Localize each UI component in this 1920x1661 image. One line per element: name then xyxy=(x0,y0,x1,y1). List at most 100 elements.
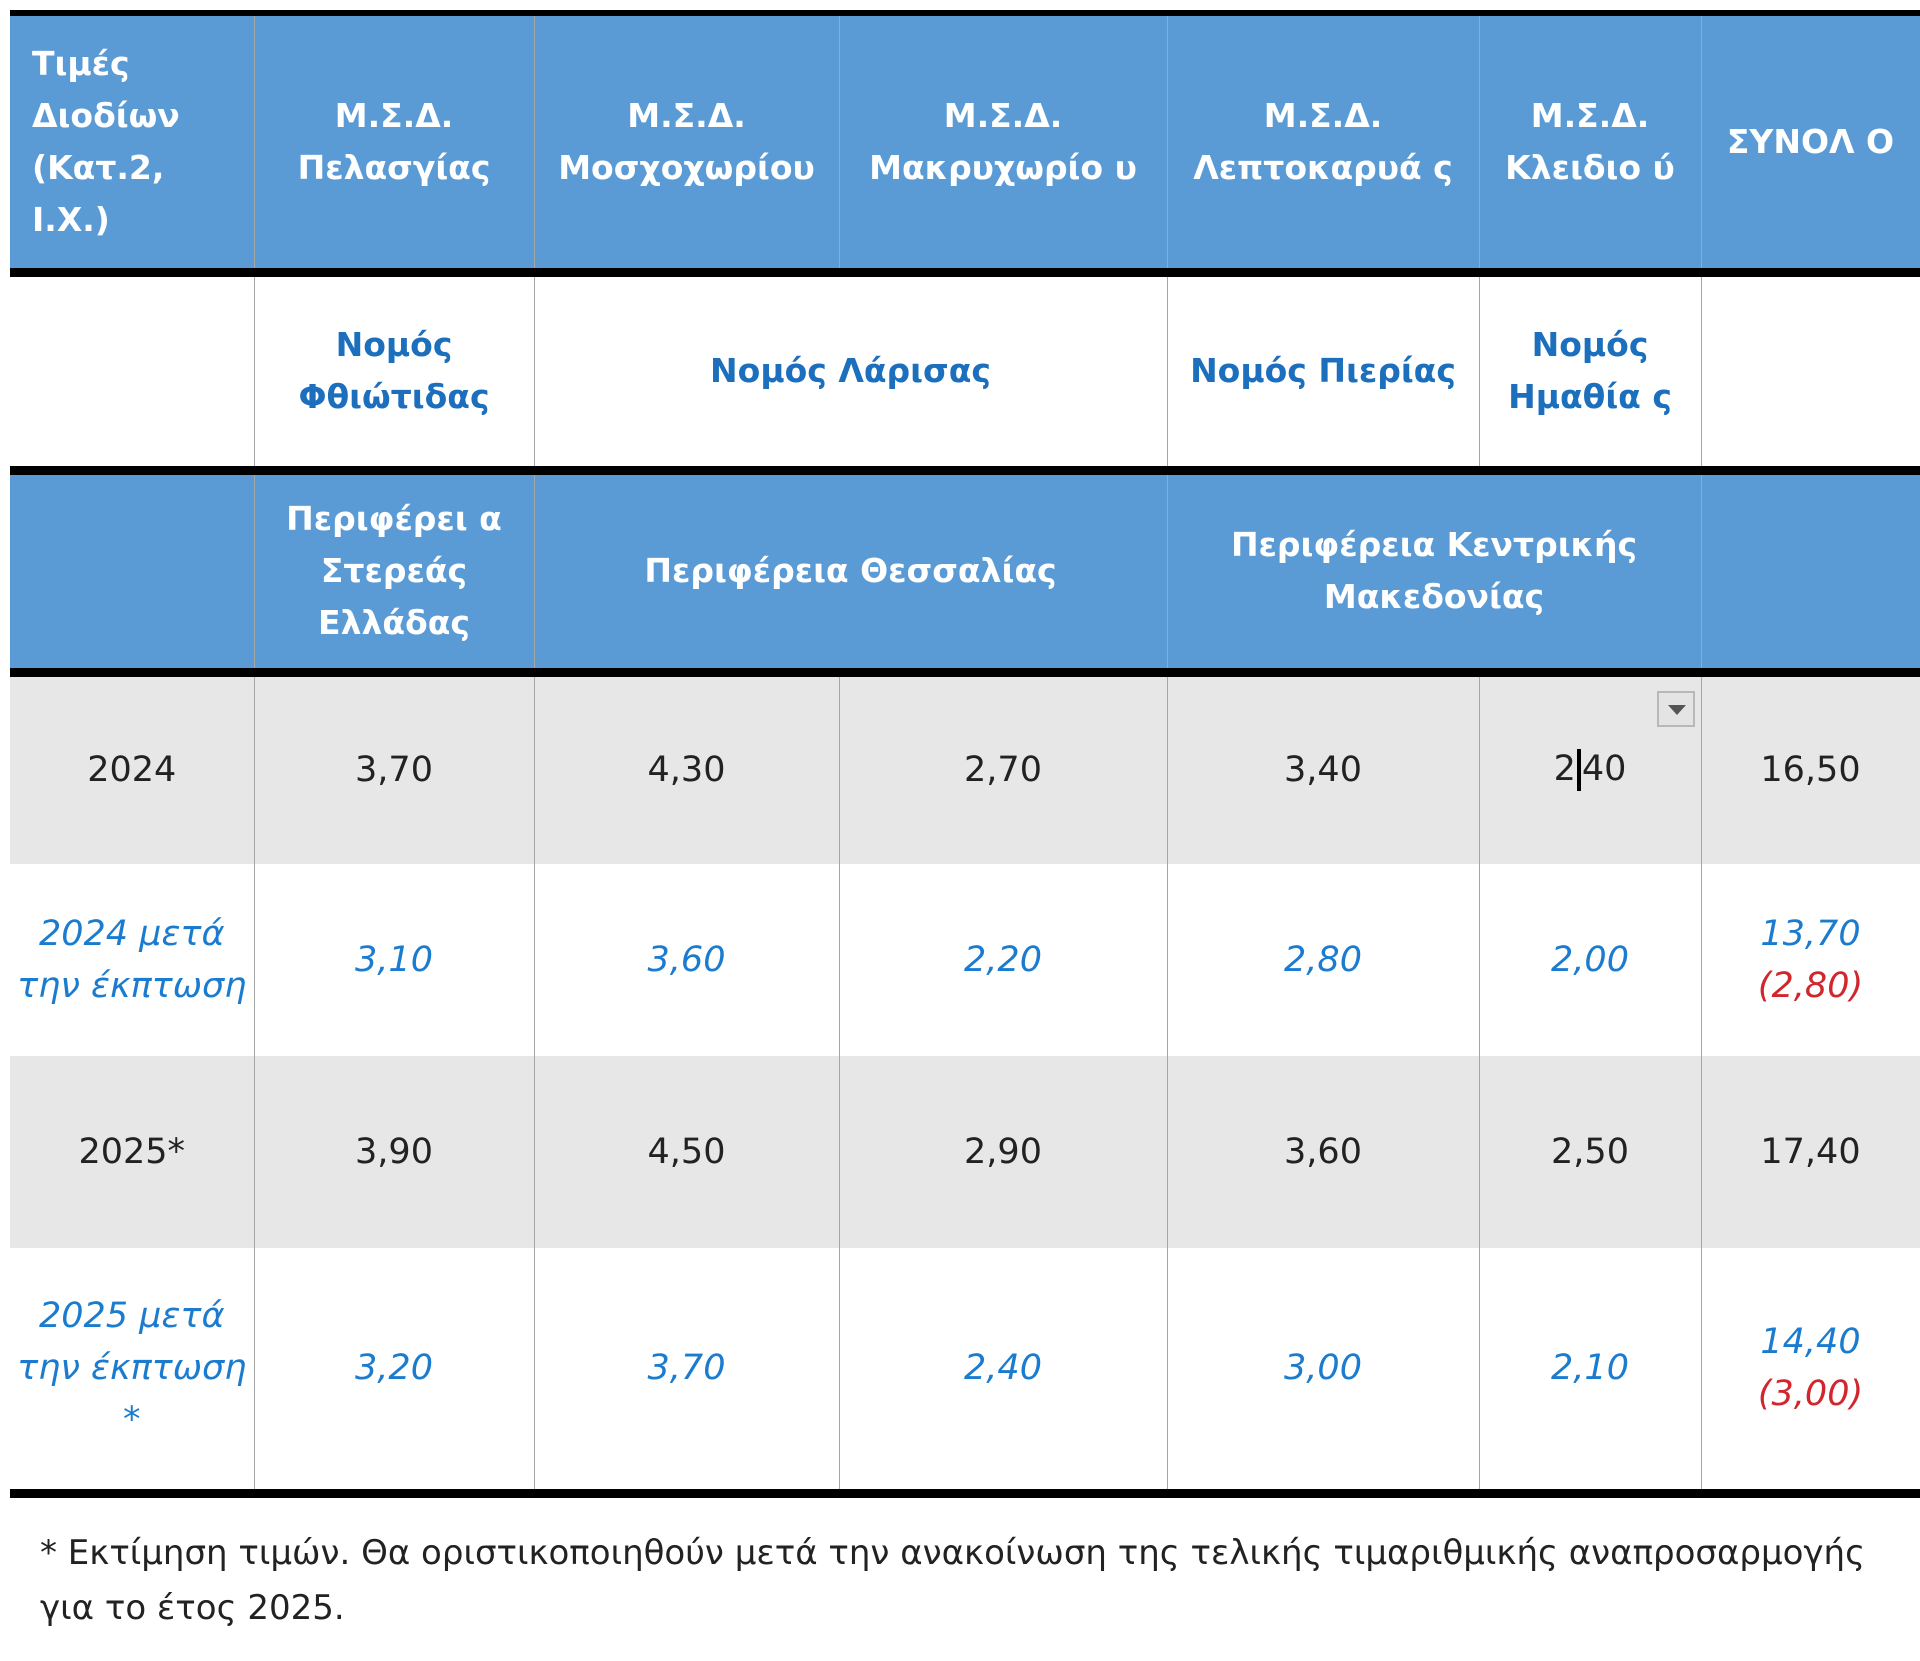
row-label: 2025* xyxy=(78,1132,186,1172)
footnote: * Εκτίμηση τιμών. Θα οριστικοποιηθούν με… xyxy=(40,1526,1920,1636)
value-cell[interactable]: 3,70 xyxy=(533,1248,840,1498)
value-cell[interactable]: 3,60 xyxy=(1166,1056,1480,1248)
value-text: 3,90 xyxy=(355,1132,433,1172)
total-cell[interactable]: 16,50 xyxy=(1700,672,1920,864)
prefecture-cell[interactable]: Νομός Πιερίας xyxy=(1166,272,1480,475)
value-text: 3,70 xyxy=(355,750,433,791)
value-cell[interactable]: 3,10 xyxy=(253,864,535,1056)
total-cell[interactable]: 17,40 xyxy=(1700,1056,1920,1248)
prefecture-label: Νομός Φθιώτιδας xyxy=(298,325,490,416)
value-cell[interactable]: 2,20 xyxy=(838,864,1168,1056)
value-cell[interactable]: 2,10 xyxy=(1478,1248,1702,1498)
discount-text: (2,80) xyxy=(1757,966,1864,1006)
column-header-label: Μ.Σ.Δ. Λεπτοκαρυά ς xyxy=(1193,95,1453,187)
empty-cell[interactable] xyxy=(10,272,255,475)
table-top-border xyxy=(10,10,1920,18)
total-cell[interactable]: 14,40 (3,00) xyxy=(1700,1248,1920,1498)
value-cell[interactable]: 4,30 xyxy=(533,672,840,864)
region-cell[interactable]: Περιφέρεια Θεσσαλίας xyxy=(533,470,1168,677)
row-label-cell[interactable]: 2025* xyxy=(10,1056,255,1248)
value-text: 3,00 xyxy=(1284,1348,1362,1389)
header-cell[interactable]: ΣΥΝΟΛ Ο xyxy=(1700,16,1920,277)
value-text: 3,60 xyxy=(1284,1132,1362,1172)
value-text: 2,40 xyxy=(964,1348,1042,1389)
column-header-label: ΣΥΝΟΛ Ο xyxy=(1726,121,1895,161)
value-text: 3,70 xyxy=(647,1348,726,1389)
value-cell[interactable]: 2,80 xyxy=(1166,864,1480,1056)
value-text: 3,20 xyxy=(355,1348,433,1389)
row-label-cell[interactable]: 2024 μετά την έκπτωση xyxy=(10,864,255,1056)
value-cell[interactable]: 3,20 xyxy=(253,1248,535,1498)
header-cell[interactable]: Μ.Σ.Δ. Κλειδιο ύ xyxy=(1478,16,1702,277)
region-label: Περιφέρεια Κεντρικής Μακεδονίας xyxy=(1230,525,1638,616)
header-corner-label: Τιμές Διοδίων (Κατ.2, Ι.Χ.) xyxy=(32,43,180,239)
table-row: 2025* 3,90 4,50 2,90 3,60 2,50 17,40 xyxy=(10,1056,1920,1248)
value-text: 13,70 xyxy=(1760,914,1861,954)
column-header-label: Μ.Σ.Δ. Μοσχοχωρίου xyxy=(558,95,815,187)
value-cell[interactable]: 2,40 xyxy=(838,1248,1168,1498)
value-text: 17,40 xyxy=(1760,1132,1861,1172)
value-text: 3,10 xyxy=(355,940,433,980)
value-text: 3,40 xyxy=(1284,750,1362,791)
value-text: 2,90 xyxy=(964,1132,1042,1172)
prefecture-cell[interactable]: Νομός Ημαθία ς xyxy=(1478,272,1702,475)
prefecture-label: Νομός Λάρισας xyxy=(710,351,991,390)
value-text: 16,50 xyxy=(1760,750,1861,791)
footnote-line: για το έτος 2025. xyxy=(40,1588,345,1628)
chevron-down-icon[interactable] xyxy=(1656,690,1695,727)
value-text: 2,50 xyxy=(1551,1132,1629,1172)
active-cell[interactable]: 2 40 xyxy=(1478,672,1702,864)
prefecture-label: Νομός Ημαθία ς xyxy=(1508,325,1672,416)
value-cell[interactable]: 3,00 xyxy=(1166,1248,1480,1498)
row-label: 2025 μετά την έκπτωση * xyxy=(17,1296,247,1441)
value-cell[interactable]: 2,50 xyxy=(1478,1056,1702,1248)
value-cell[interactable]: 2,00 xyxy=(1478,864,1702,1056)
row-label: 2024 μετά την έκπτωση xyxy=(17,914,247,1006)
header-cell[interactable]: Μ.Σ.Δ. Πελασγίας xyxy=(253,16,535,277)
prefecture-label: Νομός Πιερίας xyxy=(1190,351,1456,390)
table-row: 2024 μετά την έκπτωση 3,10 3,60 2,20 2,8… xyxy=(10,864,1920,1056)
header-cell[interactable]: Μ.Σ.Δ. Μοσχοχωρίου xyxy=(533,16,840,277)
value-cell[interactable]: 3,40 xyxy=(1166,672,1480,864)
value-text: 2,20 xyxy=(964,940,1042,980)
empty-cell[interactable] xyxy=(1700,470,1920,677)
footnote-line: * Εκτίμηση τιμών. Θα οριστικοποιηθούν με… xyxy=(40,1533,1866,1573)
value-cell[interactable]: 4,50 xyxy=(533,1056,840,1248)
header-cell[interactable]: Μ.Σ.Δ. Λεπτοκαρυά ς xyxy=(1166,16,1480,277)
region-cell[interactable]: Περιφέρει α Στερεάς Ελλάδας xyxy=(253,470,535,677)
column-header-label: Μ.Σ.Δ. Πελασγίας xyxy=(297,95,491,187)
value-cell[interactable]: 3,60 xyxy=(533,864,840,1056)
empty-cell[interactable] xyxy=(1700,272,1920,475)
column-header-label: Μ.Σ.Δ. Κλειδιο ύ xyxy=(1505,95,1675,187)
value-cell[interactable]: 2,70 xyxy=(838,672,1168,864)
column-header-label: Μ.Σ.Δ. Μακρυχωρίο υ xyxy=(869,95,1137,187)
table-row: 2025 μετά την έκπτωση * 3,20 3,70 2,40 3… xyxy=(10,1248,1920,1498)
value-cell[interactable]: 3,70 xyxy=(253,672,535,864)
row-label: 2024 xyxy=(87,750,177,791)
value-text: 2,00 xyxy=(1551,940,1629,980)
row-label-cell[interactable]: 2024 xyxy=(10,672,255,864)
discount-text: (3,00) xyxy=(1757,1374,1864,1415)
header-cell[interactable]: Μ.Σ.Δ. Μακρυχωρίο υ xyxy=(838,16,1168,277)
prefecture-cell[interactable]: Νομός Λάρισας xyxy=(533,272,1168,475)
table-row: 2024 3,70 4,30 2,70 3,40 2 40 16,50 xyxy=(10,672,1920,864)
region-label: Περιφέρει α Στερεάς Ελλάδας xyxy=(286,499,502,642)
value-text: 4,50 xyxy=(647,1132,726,1172)
value-cell[interactable]: 2,90 xyxy=(838,1056,1168,1248)
header-corner-cell[interactable]: Τιμές Διοδίων (Κατ.2, Ι.Χ.) xyxy=(10,16,255,277)
header-row: Τιμές Διοδίων (Κατ.2, Ι.Χ.) Μ.Σ.Δ. Πελασ… xyxy=(10,16,1920,277)
value-text: 14,40 xyxy=(1760,1322,1861,1363)
value-text: 2,80 xyxy=(1284,940,1362,980)
active-cell-text-before-cursor: 2 xyxy=(1553,749,1576,790)
toll-table: Τιμές Διοδίων (Κατ.2, Ι.Χ.) Μ.Σ.Δ. Πελασ… xyxy=(10,16,1920,1498)
prefecture-cell[interactable]: Νομός Φθιώτιδας xyxy=(253,272,535,475)
region-cell[interactable]: Περιφέρεια Κεντρικής Μακεδονίας xyxy=(1166,470,1702,677)
prefecture-row: Νομός Φθιώτιδας Νομός Λάρισας Νομός Πιερ… xyxy=(10,272,1920,475)
row-label-cell[interactable]: 2025 μετά την έκπτωση * xyxy=(10,1248,255,1498)
empty-cell[interactable] xyxy=(10,470,255,677)
value-text: 2,10 xyxy=(1551,1348,1629,1389)
value-text: 3,60 xyxy=(647,940,726,980)
total-cell[interactable]: 13,70 (2,80) xyxy=(1700,864,1920,1056)
value-text: 2,70 xyxy=(964,750,1042,791)
value-cell[interactable]: 3,90 xyxy=(253,1056,535,1248)
